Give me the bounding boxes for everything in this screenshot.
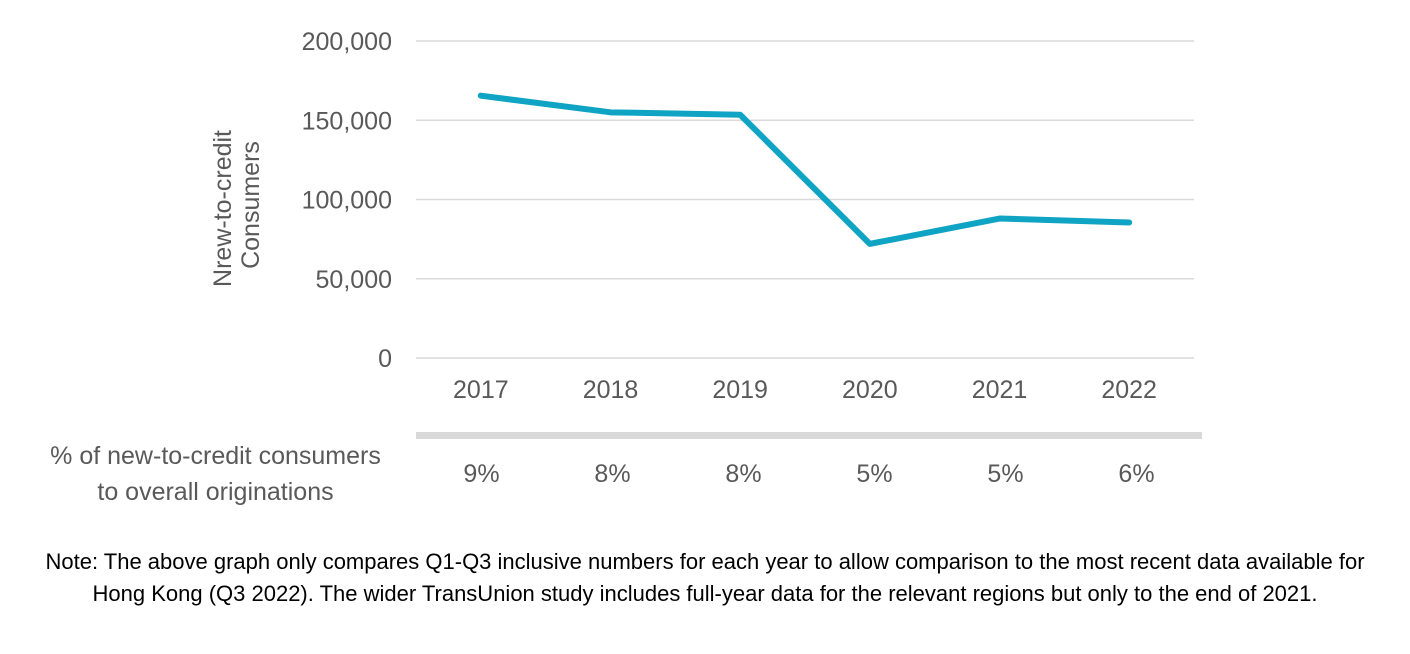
y-tick-label: 0: [378, 345, 392, 373]
x-tick-label: 2018: [583, 376, 639, 404]
percentage-row-label-line-2: to overall originations: [97, 478, 334, 506]
y-axis-label: Nrew-to-credit Consumers: [209, 123, 265, 287]
x-tick-label: 2020: [842, 376, 898, 404]
y-axis-label-line-1: Nrew-to-credit: [209, 130, 237, 287]
percentage-value: 5%: [987, 460, 1023, 488]
x-tick-label: 2019: [712, 376, 768, 404]
gridlines: [416, 40, 1194, 359]
percentage-value: 9%: [463, 460, 499, 488]
percentage-value: 5%: [856, 460, 892, 488]
footnote: Note: The above graph only compares Q1-Q…: [45, 549, 1365, 606]
table-separator: [416, 432, 1202, 439]
x-tick-label: 2021: [972, 376, 1028, 404]
y-axis-ticks: 0 50,000 100,000 150,000 200,000: [302, 28, 392, 373]
x-tick-label: 2022: [1101, 376, 1157, 404]
x-axis-ticks: 2017 2018 2019 2020 2021 2022: [453, 376, 1157, 404]
percentage-row-label: % of new-to-credit consumers to overall …: [18, 438, 413, 510]
y-tick-label: 200,000: [302, 28, 392, 56]
percentage-value: 8%: [725, 460, 761, 488]
y-tick-label: 150,000: [302, 107, 392, 135]
percentage-row-label-line-1: % of new-to-credit consumers: [50, 442, 381, 470]
y-tick-label: 50,000: [316, 266, 392, 294]
percentage-value: 6%: [1118, 460, 1154, 488]
series-layer: [477, 92, 1133, 247]
percentage-row: 9% 8% 8% 5% 5% 6%: [463, 460, 1154, 488]
x-tick-label: 2017: [453, 376, 509, 404]
percentage-value: 8%: [594, 460, 630, 488]
y-axis-label-line-2: Consumers: [237, 141, 265, 269]
series-line: [477, 92, 1133, 247]
y-tick-label: 100,000: [302, 187, 392, 215]
